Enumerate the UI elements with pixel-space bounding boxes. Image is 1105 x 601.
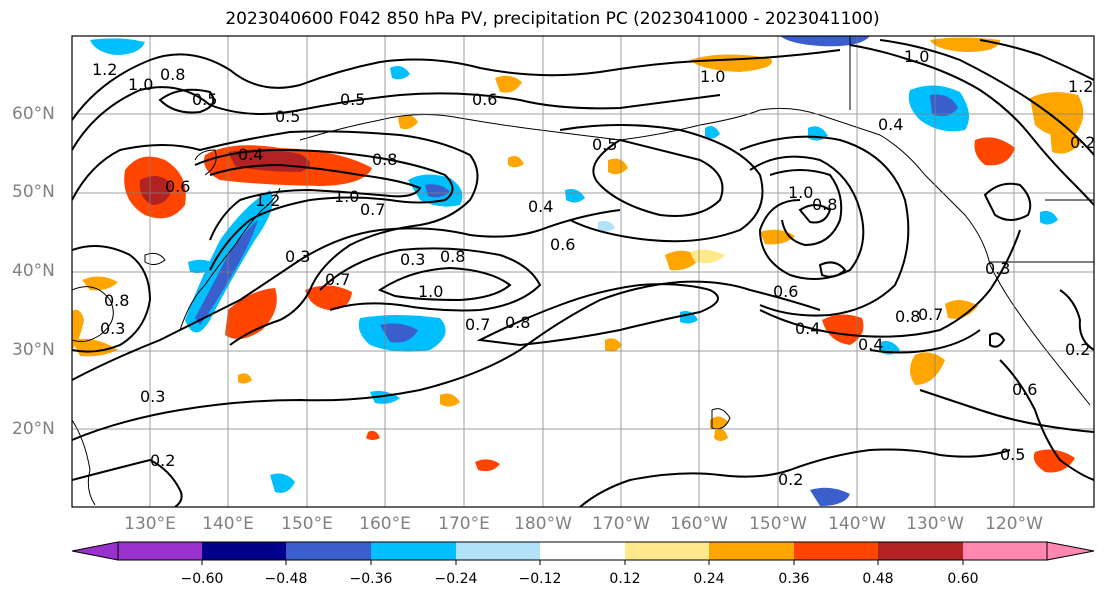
contour-label: 1.0 bbox=[418, 282, 443, 301]
lon-tick-160w: 160°W bbox=[670, 514, 728, 534]
contour-label: 0.6 bbox=[1012, 380, 1037, 399]
colorbar-tick-label: −0.60 bbox=[180, 571, 224, 587]
lat-tick-30n: 30°N bbox=[12, 340, 55, 360]
lon-tick-130e: 130°E bbox=[124, 514, 176, 534]
contour-label: 0.7 bbox=[918, 305, 943, 324]
colorbar bbox=[71, 541, 1095, 565]
contour-label: 0.8 bbox=[372, 150, 397, 169]
lon-tick-140e: 140°E bbox=[202, 514, 254, 534]
colorbar-tick-label: 0.12 bbox=[609, 571, 641, 587]
contour-label: 0.3 bbox=[400, 250, 425, 269]
contour-label: 1.2 bbox=[255, 191, 280, 210]
lon-tick-150w: 150°W bbox=[749, 514, 807, 534]
lon-tick-170e: 170°E bbox=[438, 514, 490, 534]
contour-label: 0.5 bbox=[340, 90, 365, 109]
contour-label: 0.4 bbox=[858, 335, 883, 354]
colorbar-bin bbox=[540, 542, 625, 560]
contour-label: 0.2 bbox=[778, 470, 803, 489]
colorbar-tick-label: −0.48 bbox=[264, 571, 308, 587]
contour-label: 0.7 bbox=[325, 270, 350, 289]
contour-label: 0.4 bbox=[238, 145, 263, 164]
colorbar-ticks bbox=[201, 560, 964, 565]
lon-tick-120w: 120°W bbox=[985, 514, 1043, 534]
colorbar-tick-label: 0.48 bbox=[862, 571, 894, 587]
colorbar-tick-label: 0.24 bbox=[693, 571, 725, 587]
lat-tick-50n: 50°N bbox=[12, 182, 55, 202]
colorbar-extend-max bbox=[1046, 541, 1095, 561]
contour-label: 1.2 bbox=[92, 60, 117, 79]
map-area bbox=[72, 36, 1094, 507]
contour-label: 0.8 bbox=[895, 307, 920, 326]
colorbar-extend-min bbox=[71, 541, 119, 561]
contour-label: 0.4 bbox=[878, 115, 903, 134]
contour-label: 0.6 bbox=[472, 90, 497, 109]
colorbar-bin bbox=[456, 542, 540, 560]
contour-label: 0.6 bbox=[550, 235, 575, 254]
contour-label: 0.7 bbox=[360, 200, 385, 219]
contour-label: 0.8 bbox=[505, 313, 530, 332]
contour-label: 1.2 bbox=[1068, 77, 1093, 96]
contour-label: 0.8 bbox=[812, 195, 837, 214]
contour-label: 0.4 bbox=[528, 197, 553, 216]
colorbar-tick-label: −0.24 bbox=[434, 571, 478, 587]
colorbar-tick-label: 0.60 bbox=[947, 571, 979, 587]
colorbar-bin bbox=[118, 542, 202, 560]
lat-tick-20n: 20°N bbox=[12, 419, 55, 439]
contour-label: 0.8 bbox=[160, 65, 185, 84]
contour-label: 0.5 bbox=[192, 90, 217, 109]
contour-label: 0.2 bbox=[150, 451, 175, 470]
contour-label: 0.8 bbox=[440, 247, 465, 266]
contour-label: 1.0 bbox=[788, 183, 813, 202]
colorbar-tick-label: −0.36 bbox=[349, 571, 393, 587]
contour-label: 0.2 bbox=[1065, 340, 1090, 359]
contour-label: 0.3 bbox=[100, 319, 125, 338]
colorbar-bin bbox=[709, 542, 794, 560]
colorbar-bin bbox=[963, 542, 1047, 560]
colorbar-bin bbox=[878, 542, 963, 560]
colorbar-bin bbox=[625, 542, 709, 560]
contour-label: 1.0 bbox=[128, 75, 153, 94]
contour-label: 0.5 bbox=[1000, 445, 1025, 464]
colorbar-bin bbox=[371, 542, 456, 560]
map-frame bbox=[71, 35, 1095, 508]
contour-label: 0.8 bbox=[104, 291, 129, 310]
lon-tick-160e: 160°E bbox=[359, 514, 411, 534]
contour-labels: 1.2 1.0 0.8 0.5 0.5 0.6 0.5 1.0 0.4 0.6 … bbox=[92, 47, 1095, 489]
colorbar-tick-label: −0.12 bbox=[518, 571, 562, 587]
contour-label: 1.0 bbox=[700, 67, 725, 86]
lon-tick-180w: 180°W bbox=[514, 514, 572, 534]
contour-label: 0.5 bbox=[592, 135, 617, 154]
contour-label: 0.4 bbox=[795, 319, 820, 338]
contour-label: 0.3 bbox=[285, 247, 310, 266]
lon-tick-150e: 150°E bbox=[281, 514, 333, 534]
colorbar-bin bbox=[794, 542, 878, 560]
contour-label: 0.3 bbox=[140, 387, 165, 406]
contour-label: 0.6 bbox=[773, 282, 798, 301]
contour-label: 1.0 bbox=[334, 187, 359, 206]
colorbar-tick-label: 0.36 bbox=[778, 571, 810, 587]
lon-tick-140w: 140°W bbox=[828, 514, 886, 534]
graticule bbox=[72, 36, 1094, 507]
lat-tick-60n: 60°N bbox=[12, 104, 55, 124]
lon-tick-170w: 170°W bbox=[592, 514, 650, 534]
lat-tick-40n: 40°N bbox=[12, 261, 55, 281]
contour-label: 1.0 bbox=[904, 47, 929, 66]
contour-label: 0.3 bbox=[985, 259, 1010, 278]
colorbar-outline bbox=[117, 541, 1048, 561]
figure-title: 2023040600 F042 850 hPa PV, precipitatio… bbox=[225, 9, 880, 29]
contour-label: 0.5 bbox=[275, 107, 300, 126]
contour-label: 0.7 bbox=[465, 315, 490, 334]
colorbar-bin bbox=[286, 542, 371, 560]
contour-label: 0.2 bbox=[1070, 133, 1095, 152]
contour-label: 0.6 bbox=[165, 177, 190, 196]
lon-tick-130w: 130°W bbox=[906, 514, 964, 534]
colorbar-bin bbox=[202, 542, 286, 560]
pv-contours bbox=[72, 39, 1094, 507]
